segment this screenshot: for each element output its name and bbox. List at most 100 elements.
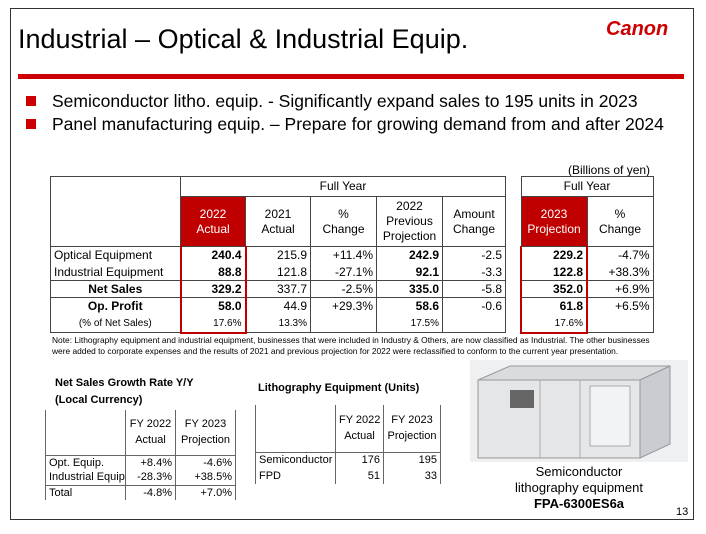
cell: -5.8 xyxy=(441,280,507,298)
product-image xyxy=(470,360,688,462)
growth-title-line: Net Sales Growth Rate Y/Y xyxy=(55,377,194,389)
cell: +38.3% xyxy=(586,263,654,281)
cell: 229.2 xyxy=(520,246,588,264)
cell: 215.9 xyxy=(245,246,311,264)
column-header: FY 2023 Projection xyxy=(175,410,236,455)
cell: 122.8 xyxy=(520,263,588,281)
column-header: % Change xyxy=(586,196,654,247)
data-row: 122.8 +38.3% xyxy=(520,263,654,281)
cell: 44.9 xyxy=(245,297,311,315)
column-header: 2023 Projection xyxy=(520,196,588,247)
header-line: Change xyxy=(452,221,496,236)
litho-table: FY 2022 Actual FY 2023 Projection Semiconduc… xyxy=(255,405,441,484)
cell: -4.8% xyxy=(125,484,176,500)
header-line: Projection xyxy=(181,434,230,447)
header-line: Projection xyxy=(387,430,437,443)
group-row: Full Year xyxy=(50,176,507,197)
cell: +6.9% xyxy=(586,280,654,298)
group-header: Full Year xyxy=(179,176,507,197)
header-line: FY 2022 xyxy=(339,414,381,427)
cell: -2.5 xyxy=(441,246,507,264)
column-row: FY 2022 Actual FY 2023 Projection xyxy=(45,410,236,455)
header-line: 2023 xyxy=(540,206,568,221)
bullet-text: Panel manufacturing equip. – Prepare for… xyxy=(52,114,664,134)
empty-cell xyxy=(50,196,181,247)
row-label: Optical Equipment xyxy=(50,246,181,264)
column-row: 2023 Projection% Change xyxy=(520,196,654,247)
cell: 337.7 xyxy=(245,280,311,298)
data-row: 352.0 +6.9% xyxy=(520,280,654,298)
column-row: FY 2022 Actual FY 2023 Projection xyxy=(255,405,441,452)
slide-frame xyxy=(10,8,694,520)
data-row: Industrial Equipment 88.8 121.8 -27.1% 92.1-… xyxy=(50,263,507,281)
header-line: FY 2023 xyxy=(184,418,227,431)
row-label: Opt. Equip. xyxy=(45,454,126,470)
data-row: Semiconductor 176 195 xyxy=(255,451,441,468)
cell: +38.5% xyxy=(175,470,236,485)
cell: 58.6 xyxy=(376,297,443,315)
cell: 240.4 xyxy=(179,246,247,264)
cell: 58.0 xyxy=(179,297,247,315)
logo: Canon xyxy=(606,18,669,40)
column-header: FY 2022 Actual xyxy=(335,405,384,452)
data-row: Net Sales 329.2 337.7 -2.5% 335.0 -5.8 xyxy=(50,280,507,298)
cell: 242.9 xyxy=(376,246,443,264)
row-label: Total xyxy=(45,484,126,500)
cell: 329.2 xyxy=(179,280,247,298)
header-line: Previous xyxy=(386,214,433,228)
cell: +11.4% xyxy=(310,246,377,264)
cell: 13.3% xyxy=(245,314,311,333)
empty-cell xyxy=(441,314,507,333)
empty-cell xyxy=(310,314,377,333)
column-header: 2021 Actual xyxy=(245,196,311,247)
data-row: Optical Equipment 240.4 215.9 +11.4% 242.9 -2… xyxy=(50,246,507,264)
cell: -0.6 xyxy=(441,297,507,315)
cell: 352.0 xyxy=(520,280,588,298)
litho-title: Lithography Equipment (Units) xyxy=(258,382,420,394)
header-line: 2022 xyxy=(396,199,423,213)
page-number: 13 xyxy=(676,506,689,518)
cell: 33 xyxy=(383,468,441,484)
header-line: Actual xyxy=(261,221,295,236)
cell: 51 xyxy=(335,468,384,484)
growth-table: FY 2022 Actual FY 2023 Projection Opt. Equip… xyxy=(45,410,236,500)
header-line: Actual xyxy=(344,430,375,443)
cell: 92.1 xyxy=(376,263,443,281)
header-line: Actual xyxy=(196,221,230,236)
row-label: Net Sales xyxy=(50,280,181,298)
cell: -28.3% xyxy=(125,470,176,485)
column-header: 2022 Previous Projection xyxy=(376,196,443,247)
column-header: Amount Change xyxy=(441,196,507,247)
header-line: 2021 xyxy=(264,206,292,221)
cell: -4.6% xyxy=(175,454,236,470)
cell: 335.0 xyxy=(376,280,443,298)
data-row: Industrial Equip. -28.3% +38.5% xyxy=(45,470,236,485)
unit-label: (Billions of yen) xyxy=(568,163,651,177)
growth-title-line: (Local Currency) xyxy=(55,394,143,406)
cell: 17.6% xyxy=(520,314,588,334)
row-label: Semiconductor xyxy=(255,451,336,468)
row-label: Op. Profit xyxy=(50,297,181,315)
growth-title: Net Sales Growth Rate Y/Y (Local Currency… xyxy=(55,375,194,409)
row-label: Industrial Equipment xyxy=(50,263,181,281)
row-label: (% of Net Sales) xyxy=(50,314,181,333)
empty-cell xyxy=(255,405,336,452)
column-row: 2022 Actual 2021 Actual% Change 2022 Previous P… xyxy=(50,196,507,247)
cell: 17.6% xyxy=(179,314,247,334)
caption-line: Semiconductor xyxy=(535,464,623,479)
header-line: FY 2023 xyxy=(391,414,433,427)
header-line: Amount xyxy=(453,206,495,221)
data-row: (% of Net Sales) 17.6% 13.3% 17.5% xyxy=(50,314,507,334)
data-row: 17.6% xyxy=(520,314,654,334)
empty-cell xyxy=(45,410,126,455)
data-row: Op. Profit 58.0 44.9 +29.3% 58.6 -0.6 xyxy=(50,297,507,315)
group-row: Full Year xyxy=(520,176,654,197)
product-model: FPA-6300ES6a xyxy=(533,496,625,511)
cell: 61.8 xyxy=(520,297,588,315)
cell: -2.5% xyxy=(310,280,377,298)
data-row: FPD 51 33 xyxy=(255,468,441,484)
data-row: 61.8 +6.5% xyxy=(520,297,654,315)
data-row: Opt. Equip. +8.4% -4.6% xyxy=(45,454,236,470)
cell: 121.8 xyxy=(245,263,311,281)
